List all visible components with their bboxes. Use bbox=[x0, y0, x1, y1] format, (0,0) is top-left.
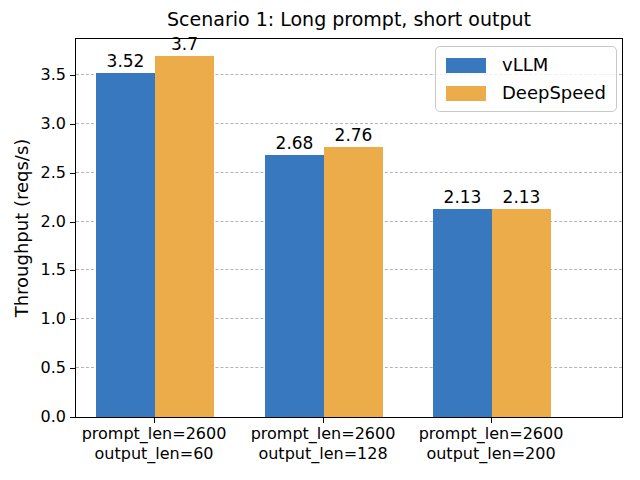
bar-vllm bbox=[96, 73, 155, 417]
legend-swatch-icon bbox=[446, 58, 486, 73]
bar-deepspeed bbox=[492, 209, 551, 417]
bar-deepspeed bbox=[324, 147, 383, 417]
legend-swatch-icon bbox=[446, 86, 486, 101]
x-tick-label: prompt_len=2600 output_len=128 bbox=[228, 424, 418, 464]
y-tick-mark bbox=[70, 319, 75, 320]
y-tick-label: 2.5 bbox=[24, 164, 66, 182]
y-tick-mark bbox=[70, 270, 75, 271]
bar-value-label: 2.13 bbox=[482, 187, 562, 207]
y-tick-label: 1.5 bbox=[24, 261, 66, 279]
bar-value-label: 2.76 bbox=[314, 125, 394, 145]
y-tick-label: 2.0 bbox=[24, 213, 66, 231]
y-tick-label: 0.5 bbox=[24, 359, 66, 377]
y-tick-mark bbox=[70, 417, 75, 418]
x-tick-mark bbox=[323, 418, 324, 423]
bar-value-label: 3.7 bbox=[145, 34, 225, 54]
y-tick-mark bbox=[70, 75, 75, 76]
bar-vllm bbox=[433, 209, 492, 417]
bar-vllm bbox=[265, 155, 324, 417]
y-tick-mark bbox=[70, 368, 75, 369]
x-tick-mark bbox=[154, 418, 155, 423]
bar-deepspeed bbox=[155, 56, 214, 417]
y-tick-label: 3.5 bbox=[24, 66, 66, 84]
legend-item-label: vLLM bbox=[502, 55, 548, 75]
x-tick-label: prompt_len=2600 output_len=200 bbox=[396, 424, 586, 464]
y-tick-mark bbox=[70, 173, 75, 174]
legend-item-deepspeed: DeepSpeed bbox=[446, 83, 606, 103]
chart-title: Scenario 1: Long prompt, short output bbox=[75, 7, 623, 31]
bar-value-label: 3.52 bbox=[86, 51, 166, 71]
y-tick-mark bbox=[70, 222, 75, 223]
legend: vLLM DeepSpeed bbox=[435, 46, 617, 112]
figure: Scenario 1: Long prompt, short output Th… bbox=[0, 0, 640, 480]
x-tick-mark bbox=[491, 418, 492, 423]
legend-item-label: DeepSpeed bbox=[502, 83, 606, 103]
y-tick-label: 3.0 bbox=[24, 115, 66, 133]
x-tick-label: prompt_len=2600 output_len=60 bbox=[59, 424, 249, 464]
legend-item-vllm: vLLM bbox=[446, 55, 606, 75]
y-tick-mark bbox=[70, 124, 75, 125]
y-tick-label: 1.0 bbox=[24, 310, 66, 328]
